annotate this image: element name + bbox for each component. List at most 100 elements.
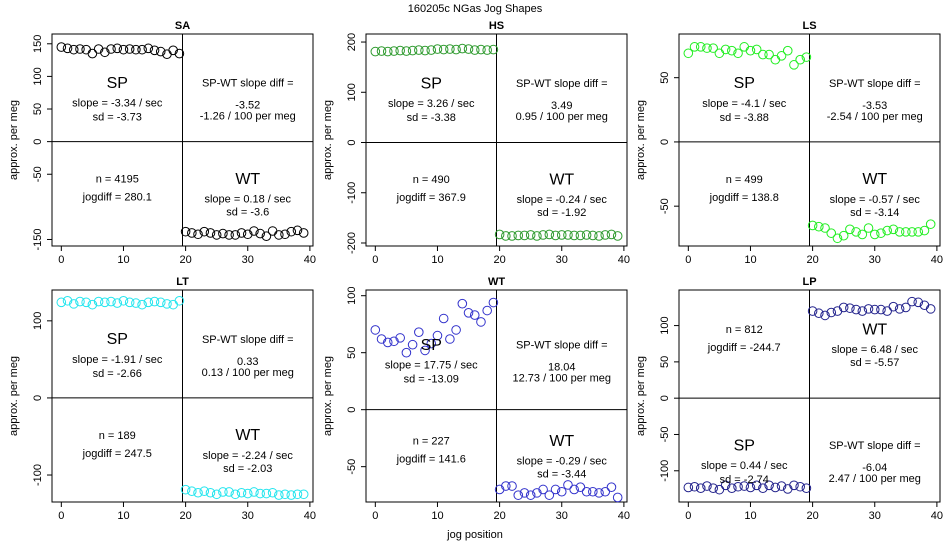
point bbox=[538, 484, 548, 495]
point bbox=[739, 42, 750, 52]
wt-annotation: WT bbox=[235, 427, 260, 444]
point bbox=[168, 299, 178, 310]
point bbox=[832, 233, 843, 244]
point bbox=[720, 44, 731, 55]
point bbox=[869, 304, 880, 315]
wt-annotation: WT bbox=[549, 433, 574, 450]
point bbox=[180, 484, 191, 495]
point bbox=[87, 299, 98, 310]
point bbox=[550, 484, 561, 495]
point bbox=[211, 489, 222, 500]
x-tick-label: 30 bbox=[556, 510, 568, 522]
point bbox=[389, 336, 399, 347]
point bbox=[93, 296, 104, 307]
point bbox=[100, 297, 110, 308]
x-tick-label: 20 bbox=[493, 510, 505, 522]
wt-annotation: slope = -0.24 / sec bbox=[517, 194, 608, 206]
x-tick-label: 20 bbox=[806, 254, 818, 266]
point bbox=[594, 488, 604, 498]
point bbox=[420, 45, 430, 56]
point bbox=[401, 46, 412, 56]
point bbox=[407, 45, 418, 56]
wt-annotation: WT bbox=[862, 321, 887, 338]
point bbox=[702, 481, 712, 491]
stats-annotation: n = 4195 bbox=[96, 174, 139, 186]
point bbox=[149, 45, 160, 56]
point bbox=[370, 46, 381, 57]
point bbox=[838, 230, 849, 241]
point bbox=[556, 486, 567, 497]
diff-annotation: 2.47 / 100 per meg bbox=[829, 473, 921, 485]
point bbox=[563, 230, 573, 240]
point bbox=[708, 43, 718, 53]
y-tick-label: 100 bbox=[346, 287, 358, 305]
sp-annotation: SP bbox=[734, 75, 755, 92]
x-tick-label: 0 bbox=[372, 510, 378, 522]
wt-annotation: slope = -2.24 / sec bbox=[203, 450, 294, 462]
point bbox=[463, 307, 474, 318]
point bbox=[888, 224, 899, 235]
y-tick-label: 50 bbox=[659, 72, 671, 84]
point bbox=[845, 224, 855, 235]
point bbox=[795, 481, 805, 492]
diff-annotation: SP-WT slope diff = bbox=[829, 440, 921, 452]
diff-annotation: SP-WT slope diff = bbox=[516, 340, 608, 352]
point bbox=[612, 231, 623, 241]
point bbox=[445, 44, 455, 54]
point bbox=[494, 484, 505, 495]
point bbox=[267, 487, 278, 498]
point bbox=[298, 489, 309, 500]
point bbox=[544, 229, 555, 240]
point bbox=[224, 230, 234, 240]
x-tick-label: 20 bbox=[179, 510, 191, 522]
point bbox=[575, 482, 586, 492]
y-tick-label: 100 bbox=[659, 316, 671, 334]
stats-annotation: n = 490 bbox=[413, 174, 450, 186]
point bbox=[795, 54, 805, 65]
point bbox=[569, 484, 579, 495]
point bbox=[913, 227, 924, 237]
point bbox=[807, 306, 818, 316]
point bbox=[913, 297, 924, 308]
x-tick-label: 30 bbox=[556, 254, 568, 266]
x-tick-label: 10 bbox=[117, 510, 129, 522]
point bbox=[714, 484, 725, 495]
point bbox=[820, 223, 830, 233]
stats-annotation: n = 227 bbox=[413, 436, 450, 448]
x-tick-label: 40 bbox=[304, 510, 316, 522]
stats-annotation: jogdiff = -244.7 bbox=[707, 342, 781, 354]
x-tick-label: 10 bbox=[744, 254, 756, 266]
y-tick-label: 0 bbox=[659, 395, 671, 401]
point bbox=[876, 304, 886, 315]
point bbox=[81, 297, 91, 308]
point bbox=[280, 229, 290, 240]
point bbox=[507, 231, 517, 241]
point bbox=[370, 325, 381, 335]
point bbox=[131, 44, 141, 55]
point bbox=[776, 481, 787, 491]
wt-annotation: sd = -3.14 bbox=[850, 207, 899, 219]
point bbox=[894, 227, 905, 237]
y-tick-label: 0 bbox=[32, 395, 44, 401]
wt-annotation: sd = -3.44 bbox=[537, 469, 586, 481]
point bbox=[124, 44, 135, 54]
sp-annotation: sd = -2.66 bbox=[93, 368, 142, 380]
y-tick-label: 0 bbox=[346, 407, 358, 413]
x-tick-label: 10 bbox=[117, 254, 129, 266]
panel-title: LP bbox=[802, 276, 816, 288]
point bbox=[193, 229, 203, 240]
y-tick-label: 100 bbox=[346, 83, 358, 101]
point bbox=[695, 483, 706, 494]
point bbox=[199, 486, 210, 497]
point bbox=[581, 486, 592, 497]
sp-annotation: slope = -3.34 / sec bbox=[72, 98, 163, 110]
point bbox=[758, 483, 768, 494]
point bbox=[382, 337, 393, 348]
point bbox=[482, 305, 492, 316]
point bbox=[519, 488, 530, 498]
point bbox=[863, 304, 874, 314]
point bbox=[525, 490, 536, 500]
y-tick-label: -200 bbox=[346, 232, 358, 254]
y-tick-label: 50 bbox=[346, 347, 358, 359]
x-tick-label: 10 bbox=[431, 510, 443, 522]
